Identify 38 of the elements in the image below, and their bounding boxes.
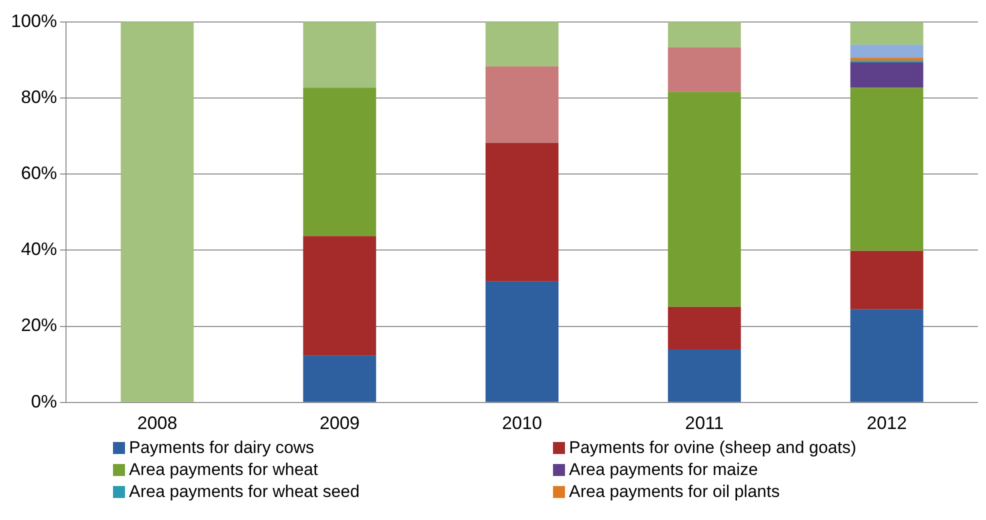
- bar: [668, 22, 741, 48]
- bar: [850, 62, 924, 88]
- bar: [486, 66, 558, 143]
- bar: [850, 88, 924, 251]
- legend-label: Area payments for oil plants: [569, 482, 780, 502]
- legend-label: Area payments for wheat seed: [129, 482, 360, 502]
- y-tick-label: 0%: [31, 391, 58, 412]
- bar: [850, 250, 924, 310]
- x-tick-label: 2012: [866, 413, 907, 434]
- bar: [120, 22, 194, 402]
- bar: [668, 306, 741, 350]
- bar: [486, 281, 558, 402]
- y-tick-label: 60%: [21, 163, 58, 184]
- bar: [303, 356, 376, 402]
- bar: [668, 92, 741, 307]
- x-tick-label: 2011: [685, 413, 724, 434]
- y-tick-label: 80%: [21, 86, 58, 107]
- bar: [850, 22, 924, 45]
- y-tick-label: 40%: [21, 239, 58, 260]
- legend-label: Area payments for maize: [569, 460, 758, 480]
- bar: [668, 349, 741, 402]
- bar: [303, 88, 376, 236]
- bar: [303, 236, 376, 356]
- bar: [486, 22, 558, 66]
- y-tick-label: 100%: [10, 10, 58, 31]
- bar: [303, 22, 376, 88]
- x-tick-label: 2008: [137, 413, 178, 434]
- legend-label: Payments for ovine (sheep and goats): [569, 438, 856, 458]
- bar: [850, 44, 924, 58]
- legend-label: Area payments for wheat: [129, 460, 318, 480]
- bar: [668, 47, 741, 92]
- x-tick-label: 2010: [502, 413, 542, 434]
- legend-label: Payments for dairy cows: [129, 438, 314, 458]
- bar: [850, 309, 924, 402]
- bar: [486, 142, 558, 282]
- y-tick-label: 20%: [21, 315, 58, 336]
- x-tick-label: 2009: [320, 413, 360, 434]
- bar: [850, 58, 924, 61]
